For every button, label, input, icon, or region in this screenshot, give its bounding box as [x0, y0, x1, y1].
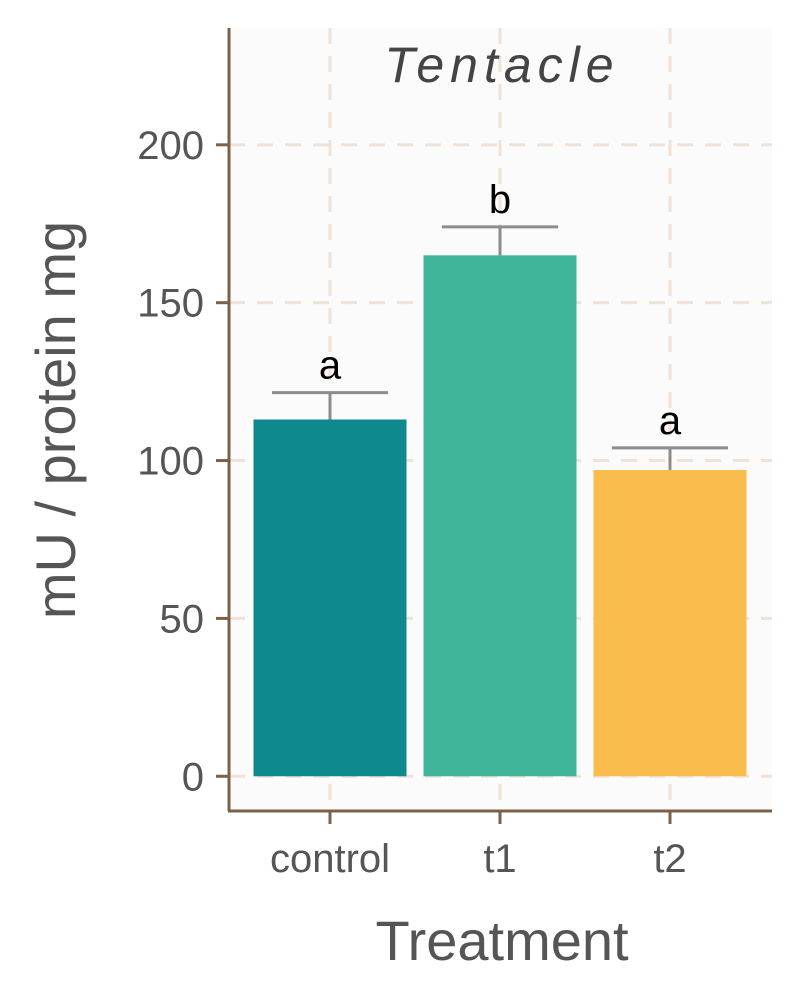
significance-label: a: [659, 399, 682, 443]
y-axis-ticks: 0 50 100 150 200: [137, 124, 229, 799]
y-axis-title: mU / protein mg: [24, 221, 87, 619]
x-tick-label: control: [270, 837, 390, 881]
significance-labels: a b a: [319, 178, 682, 443]
x-tick-label: t2: [653, 837, 686, 881]
error-bar-control: [272, 391, 388, 420]
bars: [253, 255, 747, 777]
x-tick-label: t1: [483, 837, 516, 881]
x-axis-ticks: control t1 t2: [270, 811, 687, 881]
error-bar-t1: [442, 225, 558, 256]
error-bar-t2: [612, 446, 728, 471]
x-axis-title: Treatment: [375, 909, 629, 972]
y-tick-label: 150: [137, 282, 204, 326]
bar-control: [253, 419, 407, 777]
y-tick-label: 0: [182, 755, 204, 799]
y-tick-label: 50: [160, 597, 205, 641]
significance-label: b: [489, 178, 511, 222]
panel-title: Tentacle: [384, 37, 619, 93]
error-bars: [272, 225, 728, 471]
y-tick-label: 100: [137, 440, 204, 484]
bar-t2: [593, 470, 747, 777]
y-tick-label: 200: [137, 124, 204, 168]
bar-t1: [423, 255, 577, 777]
significance-label: a: [319, 344, 342, 388]
